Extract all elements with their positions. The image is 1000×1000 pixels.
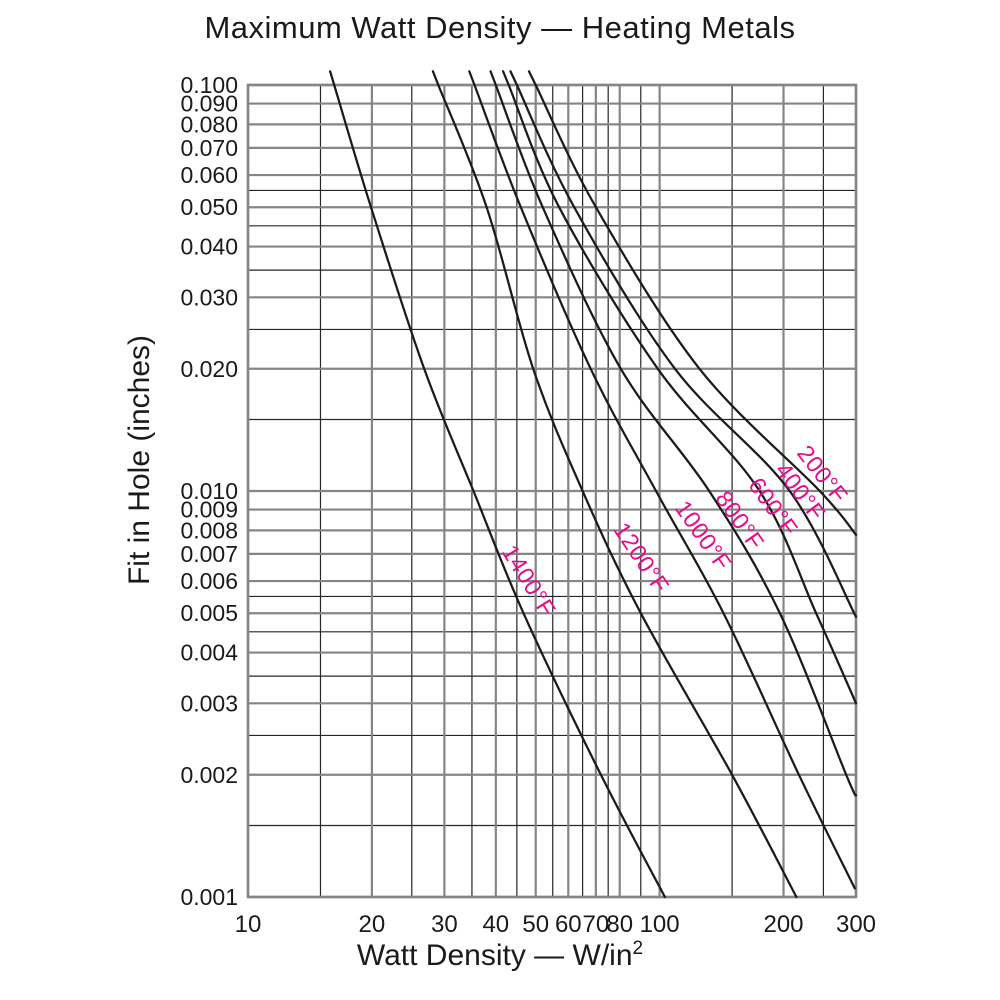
x-tick-label: 80 xyxy=(606,911,633,938)
y-tick-label: 0.009 xyxy=(180,497,238,523)
x-axis-title-text: Watt Density — W/in xyxy=(356,939,633,972)
chart-title: Maximum Watt Density — Heating Metals xyxy=(204,10,796,45)
curve-1200f xyxy=(431,70,798,899)
y-tick-label: 0.070 xyxy=(180,135,238,161)
y-tick-label: 0.005 xyxy=(180,600,238,626)
y-tick-label: 0.050 xyxy=(180,194,238,220)
y-tick-label: 0.030 xyxy=(180,284,238,310)
curve-400f xyxy=(509,70,858,618)
x-tick-label: 100 xyxy=(640,911,680,938)
plot-border xyxy=(246,83,858,899)
x-axis-title-superscript: 2 xyxy=(632,938,644,959)
x-tick-label: 40 xyxy=(482,911,509,938)
x-axis-title: Watt Density — W/in2 xyxy=(0,938,1000,973)
x-tick-label: 50 xyxy=(522,911,549,938)
y-tick-label: 0.008 xyxy=(180,517,238,543)
y-tick-label: 0.002 xyxy=(180,762,238,788)
x-tick-label: 10 xyxy=(235,911,262,938)
curve-200f xyxy=(527,70,858,536)
y-tick-label: 0.100 xyxy=(180,72,238,98)
y-tick-label: 0.006 xyxy=(180,568,238,594)
y-tick-label: 0.060 xyxy=(180,162,238,188)
y-tick-label: 0.007 xyxy=(180,541,238,567)
y-tick-label: 0.003 xyxy=(180,690,238,716)
x-tick-label: 20 xyxy=(359,911,386,938)
y-tick-label: 0.010 xyxy=(180,478,238,504)
curve-600f xyxy=(501,70,858,705)
y-tick-label: 0.040 xyxy=(180,234,238,260)
y-tick-label: 0.080 xyxy=(180,111,238,137)
x-tick-label: 300 xyxy=(836,911,876,938)
x-tick-label: 60 xyxy=(555,911,582,938)
curve-800f xyxy=(489,70,858,797)
x-tick-label: 70 xyxy=(583,911,610,938)
y-axis-title: Fit in Hole (inches) xyxy=(123,334,156,586)
curve-1000f xyxy=(468,70,856,890)
x-tick-label: 200 xyxy=(763,911,803,938)
y-tick-label: 0.001 xyxy=(180,884,238,910)
y-tick-label: 0.004 xyxy=(180,640,238,666)
curve-1400f xyxy=(328,70,667,899)
x-tick-label: 30 xyxy=(431,911,458,938)
y-tick-label: 0.020 xyxy=(180,356,238,382)
y-tick-label: 0.090 xyxy=(180,91,238,117)
